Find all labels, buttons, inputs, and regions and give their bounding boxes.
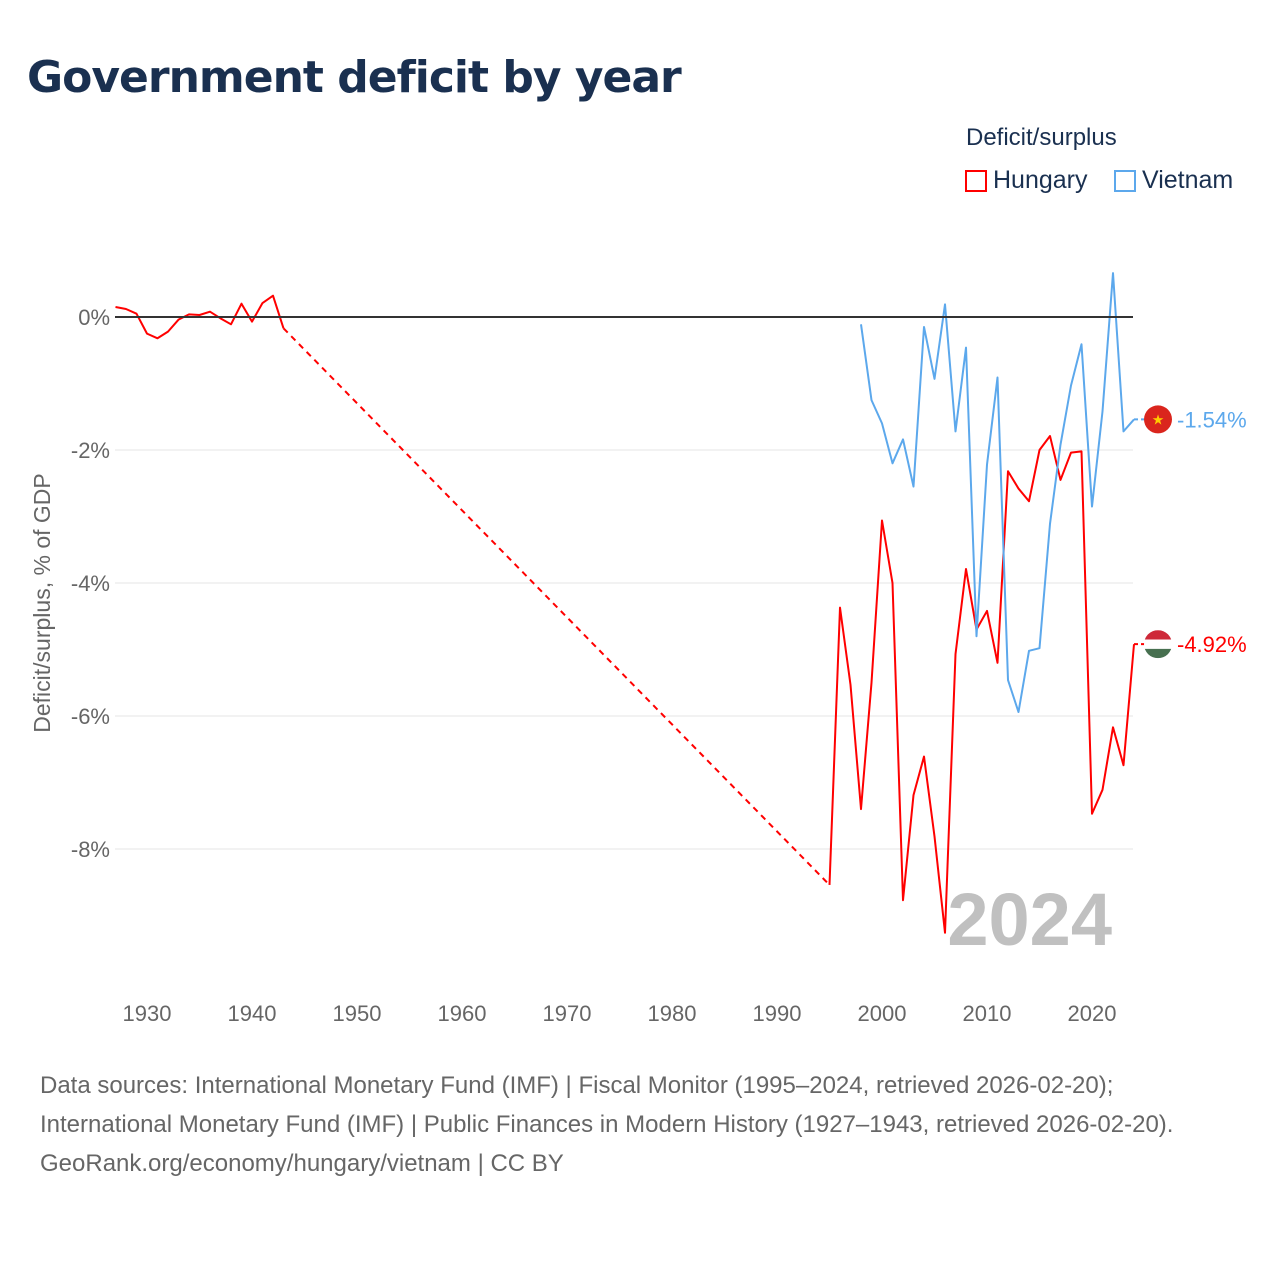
hungary-flag-icon — [1144, 630, 1172, 640]
x-tick-label: 1940 — [228, 1001, 277, 1026]
vietnam-flag-icon — [1144, 405, 1172, 434]
legend-swatch-hungary — [965, 169, 987, 192]
y-tick-label: -8% — [71, 837, 110, 862]
end-value-label: -1.54% — [1177, 407, 1247, 432]
series-line-vietnam — [860, 272, 1135, 714]
x-tick-label: 1950 — [333, 1001, 382, 1026]
x-tick-label: 1970 — [543, 1001, 592, 1026]
legend-label: Vietnam — [1142, 166, 1234, 194]
hungary-flag-stripe — [1144, 639, 1172, 649]
x-tick-label: 2000 — [858, 1001, 907, 1026]
end-value-label: -4.92% — [1177, 632, 1247, 657]
x-tick-label: 1930 — [123, 1001, 172, 1026]
x-tick-label: 2010 — [963, 1001, 1012, 1026]
y-axis-label: Deficit/surplus, % of GDP — [29, 473, 55, 732]
hungary-flag-stripe — [1144, 648, 1172, 659]
x-tick-label: 1980 — [648, 1001, 697, 1026]
plot-area: 0% -2% -4% -6% -8% 1930 1940 1950 1960 1970 1980 19… — [29, 272, 1247, 1026]
y-tick-label: -2% — [71, 438, 110, 463]
footer: Data sources: International Monetary Fun… — [40, 1066, 1240, 1183]
legend-label: Hungary — [993, 166, 1088, 194]
series-gap-line-hungary — [282, 327, 831, 886]
chart-title: Government deficit by year — [27, 52, 682, 103]
y-tick-label: 0% — [78, 305, 110, 330]
legend-item-hungary[interactable]: Hungary — [965, 166, 1088, 195]
x-tick-label: 2020 — [1068, 1001, 1117, 1026]
y-tick-label: -4% — [71, 571, 110, 596]
x-tick-label: 1990 — [753, 1001, 802, 1026]
x-tick-label: 1960 — [438, 1001, 487, 1026]
data-sources: Data sources: International Monetary Fun… — [40, 1072, 1174, 1138]
series-line-hungary — [828, 435, 1135, 934]
legend-title: Deficit/surplus — [966, 124, 1117, 151]
legend-item-vietnam[interactable]: Vietnam — [1114, 166, 1233, 195]
credit-link[interactable]: GeoRank.org/economy/hungary/vietnam | CC… — [40, 1150, 564, 1177]
series-line-hungary — [115, 294, 285, 340]
legend-swatch-vietnam — [1114, 169, 1136, 192]
year-watermark: 2024 — [947, 878, 1112, 961]
star-icon: ★ — [1152, 411, 1165, 427]
y-tick-label: -6% — [71, 704, 110, 729]
